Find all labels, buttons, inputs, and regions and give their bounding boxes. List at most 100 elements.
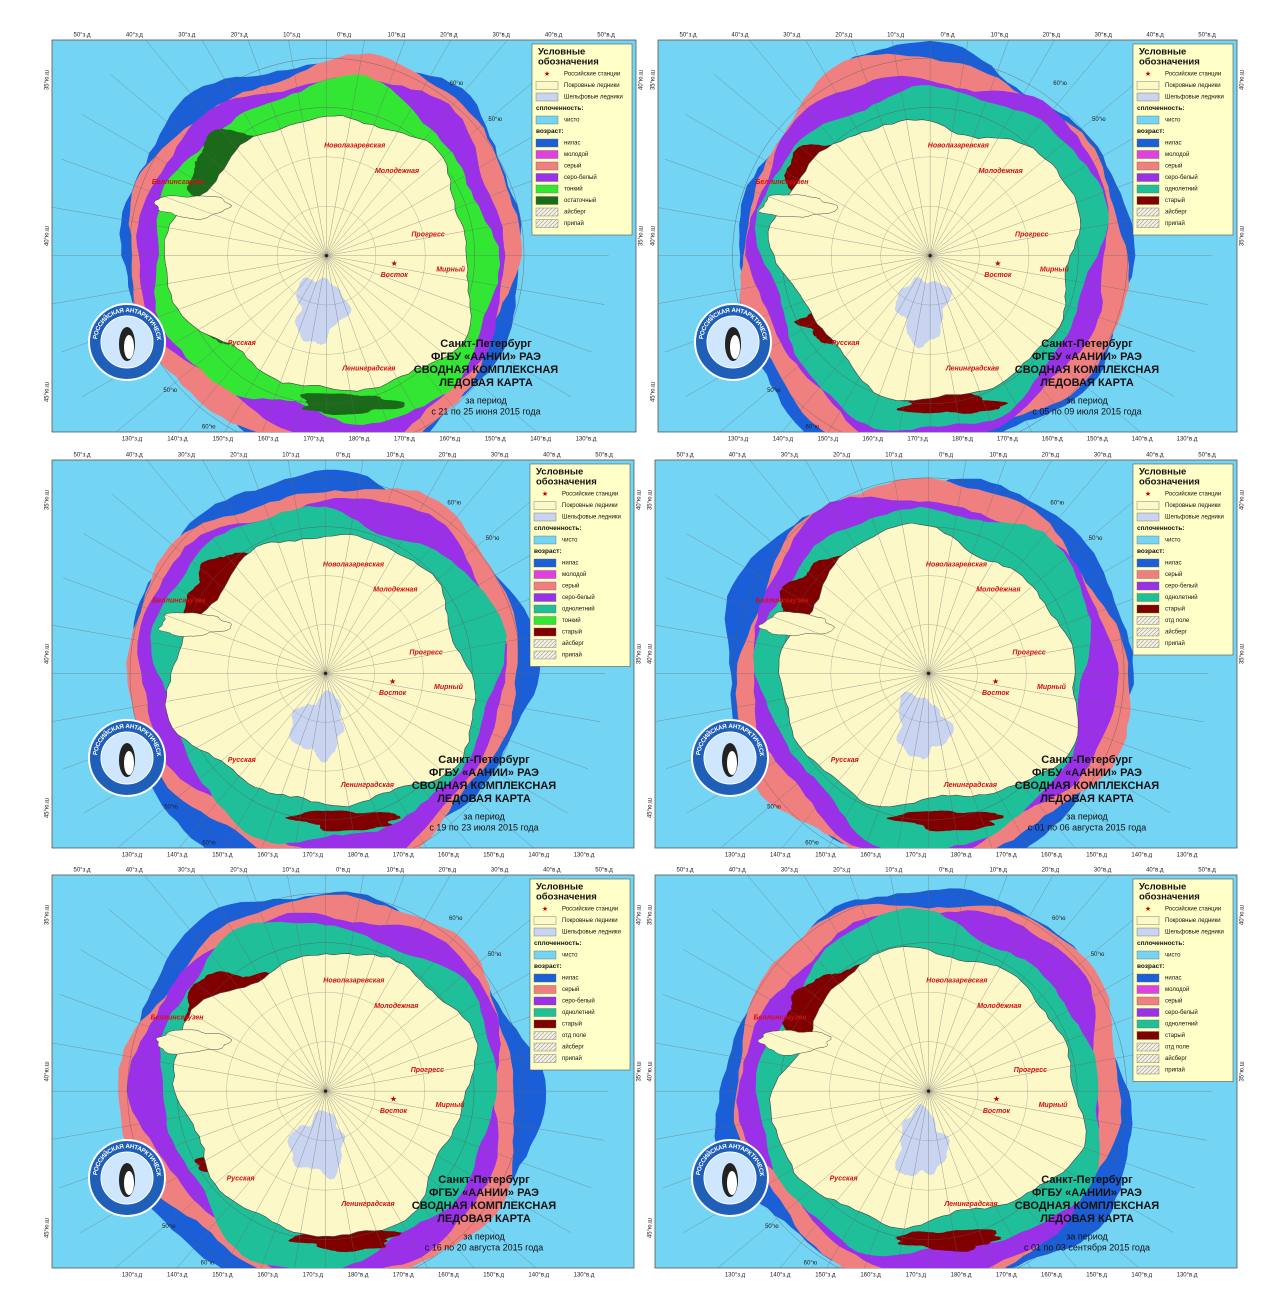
logo-penguin-belly [124, 751, 134, 775]
shelf-ice [287, 1110, 346, 1180]
pole [323, 1089, 328, 1093]
legend-swatch [1136, 996, 1160, 1006]
map-body: 50°ю 60°ю 60°ю 50°ю Новолазаревская Молодежна… [655, 875, 1212, 1268]
ice-old [886, 810, 1004, 832]
legend-swatch [1136, 570, 1160, 579]
meridian [325, 673, 427, 848]
meridian [826, 1091, 929, 1268]
meridian [261, 673, 326, 848]
meridian [325, 875, 364, 1092]
meridian [261, 1091, 326, 1268]
lat-label: 40°ю.ш [648, 644, 654, 664]
lon-label: 50°в.д [597, 33, 615, 39]
legend-swatch [533, 927, 557, 937]
lon-label: 130°в.д [1177, 853, 1198, 859]
legend-label: однолетний [1165, 594, 1198, 601]
meridian [325, 1091, 428, 1268]
meridian [803, 875, 929, 1092]
station-label: Молодежная [374, 1002, 418, 1010]
meridian [805, 460, 929, 674]
legend-label: серый [564, 163, 581, 170]
lat-label: 50°ю [163, 388, 177, 394]
map-title-line: ФГБУ «ААНИИ» РАЭ [431, 351, 541, 363]
meridian [779, 1091, 929, 1268]
station-label: Ленинградская [943, 1200, 997, 1208]
meridian [928, 460, 967, 674]
meridian [111, 493, 326, 674]
meridian [59, 994, 326, 1092]
meridian [719, 255, 931, 432]
map-title-line: ЛЕДОВАЯ КАРТА [437, 793, 531, 805]
legend-title: обозначения [1139, 57, 1200, 68]
lon-label: 30°в.д [1094, 868, 1112, 874]
legend-swatch [533, 593, 557, 602]
meridian [326, 40, 406, 256]
lat-label: 35°ю.ш [45, 905, 51, 925]
station-label: Мирный [1040, 266, 1070, 274]
legend-swatch [1136, 207, 1160, 217]
meridian [295, 255, 327, 432]
lon-label: 50°в.д [1198, 868, 1216, 874]
lon-label: 160°в.д [1041, 853, 1062, 859]
meridian [928, 460, 1007, 674]
legend-swatch [1136, 184, 1160, 194]
lon-label: 50°з.д [74, 453, 91, 459]
lon-label: 0°в.д [337, 33, 352, 39]
map-body: 50°ю 60°ю 60°ю 50°ю Новолазаревская Молодежна… [658, 40, 1213, 432]
lon-label: 140°в.д [528, 853, 549, 859]
meridian [325, 1091, 475, 1268]
meridian [781, 673, 929, 848]
legend-star: ★ [542, 905, 548, 913]
legend-header: возраст: [534, 548, 562, 555]
lon-label: 160°в.д [1041, 1273, 1062, 1279]
legend-swatch [533, 1054, 557, 1063]
legend-swatch [1136, 1008, 1160, 1017]
pole [928, 254, 932, 258]
legend-label: Шельфовые ледники [564, 95, 623, 101]
meridian [325, 533, 568, 674]
legend-swatch [1136, 92, 1160, 102]
lon-label: 170°в.д [996, 853, 1017, 859]
lat-label: 40°ю.ш [45, 226, 51, 246]
peninsula [155, 1029, 233, 1055]
legend-swatch [533, 639, 557, 648]
legend-label: нилас [562, 976, 579, 982]
legend-swatch [535, 92, 559, 102]
legend-label: серо-белый [564, 174, 597, 181]
lon-label: 130°в.д [1177, 1273, 1198, 1279]
lon-label: 140°з.д [167, 437, 188, 443]
station-label: Мирный [436, 1101, 466, 1109]
lon-label: 140°з.д [770, 1273, 791, 1279]
legend-swatch [533, 604, 557, 614]
meridian [262, 255, 327, 432]
logo-penguin-belly [727, 751, 737, 775]
lon-label: 160°з.д [860, 853, 881, 859]
legend-label: нилас [1165, 976, 1182, 982]
map-title-line: ЛЕДОВАЯ КАРТА [437, 1213, 531, 1225]
meridian [223, 1091, 326, 1268]
legend-swatch [1136, 581, 1160, 591]
meridian [683, 949, 929, 1092]
map-title-line: за период [1066, 1231, 1108, 1241]
legend-header: сплоченность: [536, 105, 583, 112]
lat-label: 50°ю [488, 952, 502, 958]
legend-label: серый [1165, 998, 1182, 1005]
station-star: ★ [390, 1095, 397, 1104]
peninsula [157, 612, 232, 637]
lon-label: 20°з.д [230, 868, 247, 874]
map-title-line: СВОДНАЯ КОМПЛЕКСНАЯ [1015, 780, 1160, 792]
legend-label: нилас [1165, 141, 1182, 147]
station-label: Мирный [1037, 683, 1067, 691]
meridian [325, 673, 601, 723]
lon-label: 170°з.д [303, 1273, 324, 1279]
lon-label: 50°в.д [1198, 453, 1216, 459]
map-period: с 21 по 25 июня 2015 года [431, 406, 540, 416]
graticule-circle [227, 156, 426, 355]
meridian [326, 255, 391, 432]
legend-label: Российские станции [564, 71, 620, 78]
station-label: Русская [228, 757, 256, 764]
meridian [928, 673, 1137, 848]
lon-label: 140°в.д [528, 1273, 549, 1279]
map-title-line: СВОДНАЯ КОМПЛЕКСНАЯ [1015, 364, 1160, 376]
lat-label: 45°ю.ш [45, 382, 51, 402]
